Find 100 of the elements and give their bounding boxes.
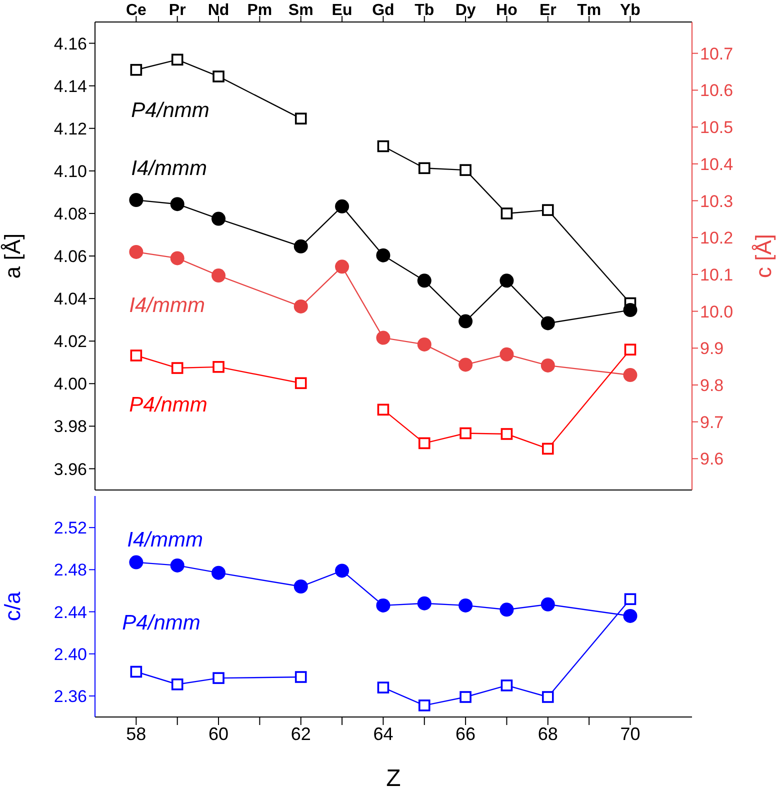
x-tick-label: Yb <box>620 2 641 19</box>
y2-tick-label: 9.8 <box>700 376 724 396</box>
point <box>212 268 226 283</box>
point <box>417 274 432 288</box>
point <box>377 682 390 694</box>
point <box>294 580 308 594</box>
y-tick-label: 3.98 <box>54 417 87 436</box>
y-tick-label: 4.12 <box>54 119 87 138</box>
point <box>417 596 432 610</box>
x-tick-label: Er <box>539 2 556 19</box>
point <box>335 199 350 214</box>
x-tick-label: 66 <box>456 724 476 744</box>
point <box>377 140 390 152</box>
x-tick-label: 62 <box>290 724 311 744</box>
point <box>294 671 307 683</box>
point <box>458 358 473 372</box>
point <box>500 274 514 288</box>
x-tick-label: Pm <box>247 2 272 19</box>
point <box>212 672 224 684</box>
point <box>460 691 472 703</box>
point <box>171 678 184 690</box>
point <box>418 437 430 450</box>
point <box>542 442 554 455</box>
point <box>376 248 390 262</box>
y2-tick-label: 10.3 <box>700 192 734 211</box>
point <box>294 299 308 314</box>
y-tick-label: 4.02 <box>54 332 87 352</box>
series-label: I4/mmm <box>129 294 205 317</box>
point <box>335 564 350 578</box>
point <box>458 314 473 328</box>
point <box>540 316 555 330</box>
series-label: I4/mmm <box>127 528 203 552</box>
x-axis-title: Z <box>386 765 401 790</box>
x-tick-label: 60 <box>208 724 229 744</box>
point <box>417 337 432 352</box>
x-tick-label: 70 <box>620 724 640 744</box>
y-axis-title: c/a <box>0 591 25 622</box>
x-tick-label: Dy <box>455 2 476 19</box>
point <box>130 350 142 362</box>
point <box>376 330 390 345</box>
y-tick-label: 2.52 <box>54 518 87 538</box>
point <box>377 404 390 416</box>
x-tick-label: Tm <box>577 2 602 19</box>
point <box>623 368 638 382</box>
point <box>170 197 184 212</box>
y-tick-label: 2.44 <box>54 602 87 622</box>
y2-tick-label: 10.6 <box>700 81 734 100</box>
point <box>170 251 184 266</box>
y2-tick-label: 10.1 <box>700 265 734 284</box>
point <box>130 64 142 76</box>
y-tick-label: 4.10 <box>54 162 87 181</box>
point <box>418 700 430 712</box>
point <box>212 212 226 226</box>
point <box>460 427 472 440</box>
x-tick-label: Ho <box>496 2 518 19</box>
y-tick-label: 4.16 <box>54 34 87 54</box>
x-tick-label: Gd <box>372 2 394 19</box>
y-tick-label: 2.48 <box>54 560 87 580</box>
point <box>500 347 514 362</box>
y2-tick-label: 10.0 <box>700 302 734 322</box>
point <box>458 598 473 612</box>
x-tick-label: 58 <box>126 724 146 744</box>
point <box>171 362 184 374</box>
y2-tick-label: 10.5 <box>700 118 734 138</box>
y2-tick-label: 10.4 <box>700 154 734 174</box>
point <box>335 260 350 274</box>
point <box>500 428 513 440</box>
point <box>130 666 142 678</box>
x-tick-label: Sm <box>288 2 314 19</box>
point <box>212 566 226 580</box>
point <box>542 691 554 703</box>
point <box>542 204 554 216</box>
y2-tick-label: 9.7 <box>700 412 724 432</box>
x-tick-label: Tb <box>414 2 434 19</box>
series-label: P4/nmm <box>131 98 210 122</box>
series-label: P4/nmm <box>122 612 200 635</box>
point <box>623 303 638 318</box>
y-tick-label: 4.00 <box>54 374 87 394</box>
y-axis-title: a [Å] <box>0 233 25 279</box>
y-tick-label: 4.14 <box>54 76 87 96</box>
point <box>623 608 638 623</box>
x-tick-label: Ce <box>126 2 146 19</box>
series-label: P4/nmm <box>129 393 208 416</box>
point <box>129 193 144 208</box>
y-tick-label: 4.04 <box>54 290 87 309</box>
y2-tick-label: 10.7 <box>700 44 734 64</box>
x-tick-label: Nd <box>208 2 230 19</box>
x-tick-label: Pr <box>168 2 186 19</box>
y-tick-label: 2.36 <box>54 686 87 706</box>
point <box>624 593 636 606</box>
point <box>500 680 513 692</box>
point <box>294 377 307 390</box>
series-label: I4/mmm <box>131 157 207 180</box>
point <box>212 361 224 373</box>
point <box>212 70 224 82</box>
y-tick-label: 2.40 <box>54 644 87 664</box>
point <box>129 555 144 570</box>
x-tick-label: 64 <box>373 724 394 744</box>
point <box>500 208 513 220</box>
y2-tick-label: 10.2 <box>700 228 734 248</box>
